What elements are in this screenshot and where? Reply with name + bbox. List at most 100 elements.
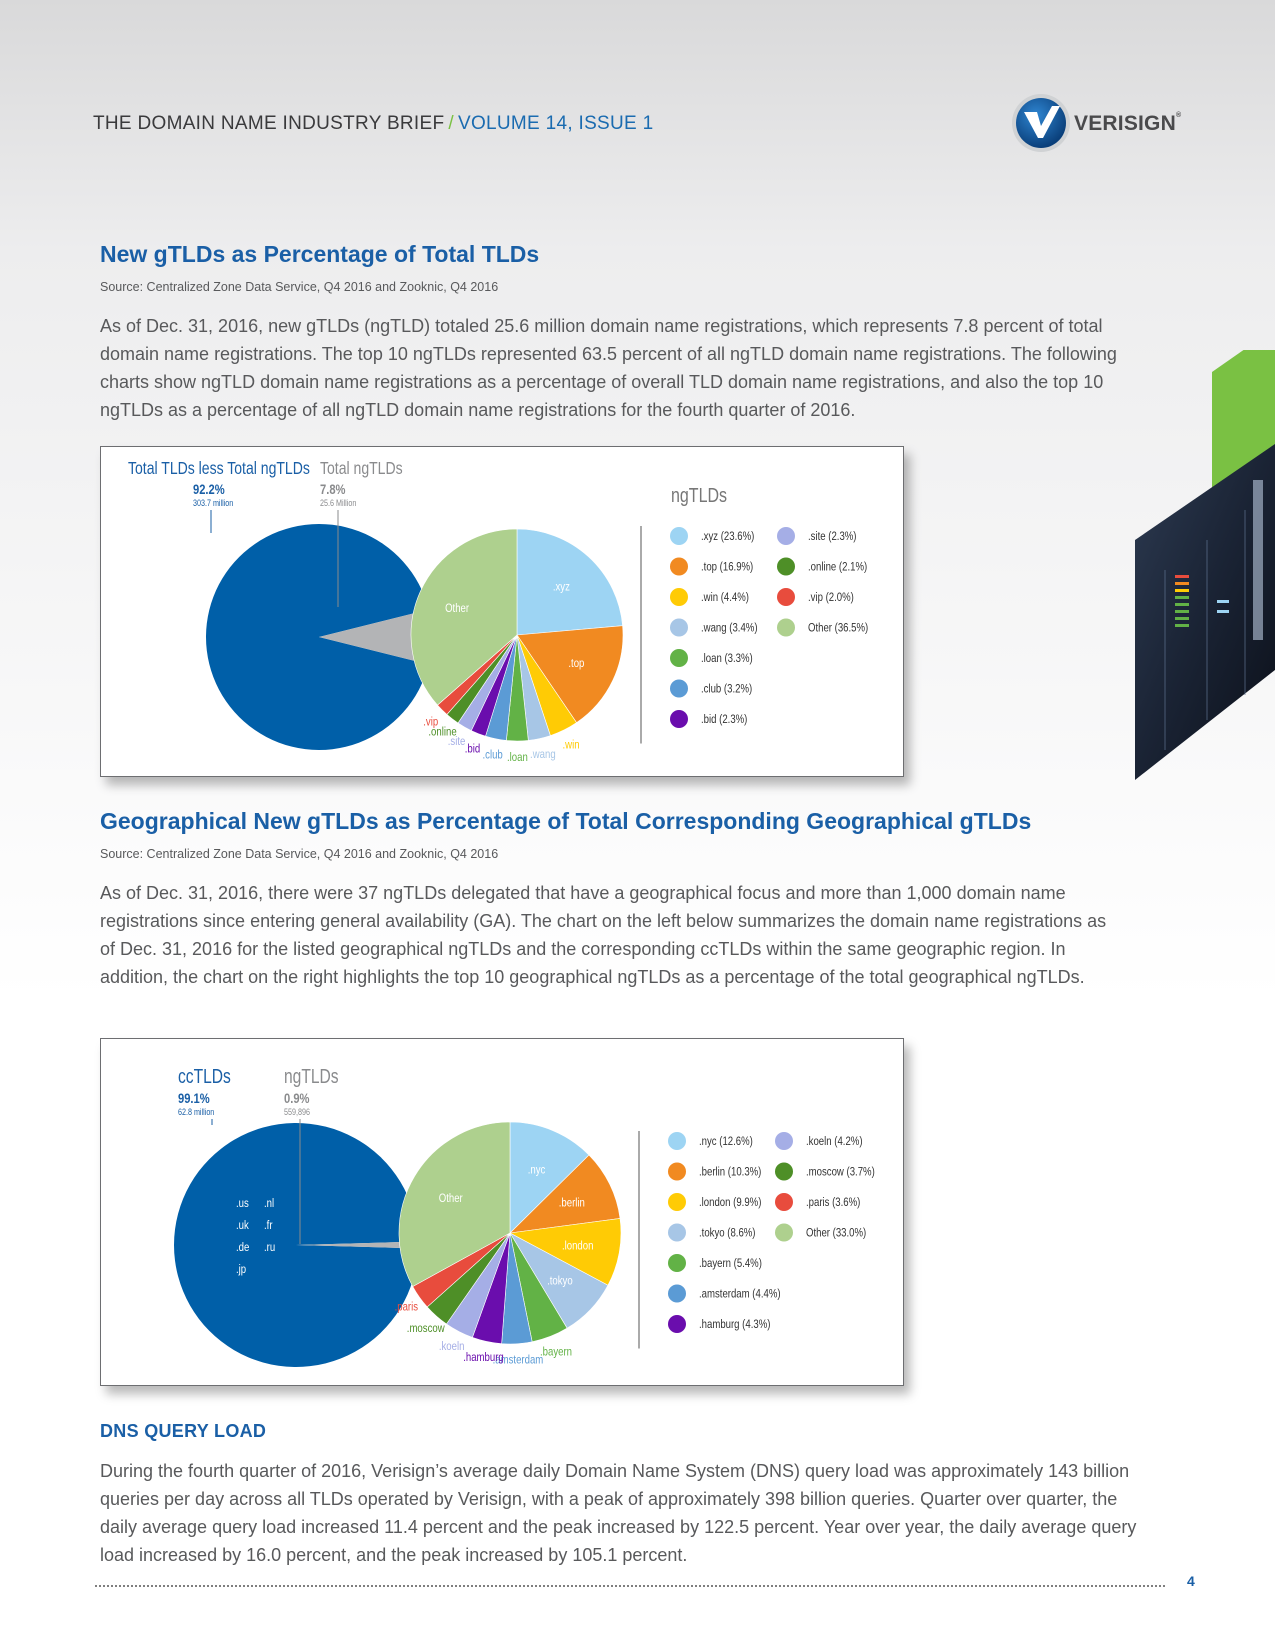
chart1-detail-slice-xyz bbox=[516, 528, 623, 636]
chart2-legend-swatch-amsterdam bbox=[668, 1284, 686, 1303]
chart2-detail-label-paris: .paris bbox=[395, 1300, 419, 1313]
chart1-legend-swatch-club bbox=[670, 679, 688, 698]
chart1-legend-item-loan: .loan (3.3%) bbox=[701, 652, 753, 665]
chart2-main-label-0: ccTLDs bbox=[178, 1065, 231, 1087]
section1-title: New gTLDs as Percentage of Total TLDs bbox=[100, 241, 540, 267]
page-number: 4 bbox=[1187, 1573, 1195, 1589]
chart2-detail-label-berlin: .berlin bbox=[559, 1197, 585, 1210]
chart1-main-sublabel-0: 303.7 million bbox=[193, 498, 233, 508]
chart1-legend-swatch-bid bbox=[670, 710, 688, 728]
chart2-legend-item-other: Other (33.0%) bbox=[806, 1227, 866, 1240]
chart1-detail-slice-top bbox=[516, 625, 624, 724]
chart2-legend-swatch-nyc bbox=[668, 1132, 686, 1150]
chart1-detail-label-club: .club bbox=[482, 749, 502, 762]
chart2-main-percent-0: 99.1% bbox=[178, 1091, 210, 1106]
chart1-main-percent-0: 92.2% bbox=[193, 482, 225, 497]
chart1-detail-label-other: Other bbox=[445, 602, 469, 615]
chart2-inner-label-fr: .fr bbox=[264, 1219, 273, 1232]
chart2-detail-label-moscow: .moscow bbox=[407, 1322, 445, 1335]
logo-registered-mark: ® bbox=[1175, 112, 1182, 119]
chart1-main-slice-total-tlds-less-total-ngtlds bbox=[205, 524, 429, 750]
chart1-legend-item-vip: .vip (2.0%) bbox=[808, 591, 854, 604]
chart1-detail-label-bid: .bid bbox=[465, 743, 480, 756]
chart1-legend-item-other: Other (36.5%) bbox=[808, 622, 868, 635]
chart2-legend-swatch-other bbox=[775, 1223, 793, 1242]
chart2-main-sublabel-1: 559,896 bbox=[284, 1107, 310, 1117]
chart2-inner-label-us: .us bbox=[236, 1197, 249, 1210]
chart2-main-percent-1: 0.9% bbox=[284, 1091, 309, 1106]
chart1-detail-slice-other bbox=[410, 528, 518, 706]
chart2-detail-label-amsterdam: .amsterdam bbox=[493, 1354, 544, 1367]
chart2-legend-swatch-koeln bbox=[775, 1132, 793, 1150]
chart1-legend-item-xyz: .xyz (23.6%) bbox=[701, 530, 754, 543]
chart1-legend-item-bid: .bid (2.3%) bbox=[701, 713, 747, 726]
chart1-legend-item-online: .online (2.1%) bbox=[808, 561, 867, 574]
section3-paragraph: During the fourth quarter of 2016, Veris… bbox=[100, 1461, 1137, 1565]
chart2-legend-swatch-london bbox=[668, 1193, 686, 1211]
header-title: THE DOMAIN NAME INDUSTRY BRIEF bbox=[93, 113, 445, 134]
chart2-detail-slice-other bbox=[398, 1121, 511, 1287]
chart1-legend-swatch-site bbox=[777, 527, 795, 545]
chart1-legend-item-club: .club (3.2%) bbox=[701, 683, 752, 696]
chart1-detail-label-loan: .loan bbox=[507, 751, 528, 764]
chart1-main-percent-1: 7.8% bbox=[320, 482, 345, 497]
section1-paragraph: As of Dec. 31, 2016, new gTLDs (ngTLD) t… bbox=[100, 316, 1117, 420]
chart1-detail-label-wang: .wang bbox=[530, 748, 556, 761]
chart1-legend-item-top: .top (16.9%) bbox=[701, 561, 753, 574]
chart2-inner-label-jp: .jp bbox=[236, 1263, 246, 1276]
chart2-legend-item-berlin: .berlin (10.3%) bbox=[699, 1166, 761, 1179]
chart2-inner-label-uk: .uk bbox=[236, 1219, 249, 1232]
chart2-legend-item-hamburg: .hamburg (4.3%) bbox=[699, 1318, 770, 1331]
chart1-legend-swatch-vip bbox=[777, 588, 795, 606]
chart2-legend-swatch-paris bbox=[775, 1193, 793, 1211]
chart1-main-label-1: Total ngTLDs bbox=[320, 458, 403, 478]
chart2-legend-swatch-berlin bbox=[668, 1162, 686, 1181]
chart2-legend-item-nyc: .nyc (12.6%) bbox=[699, 1135, 753, 1148]
chart2-inner-label-nl: .nl bbox=[264, 1197, 274, 1210]
chart2-detail-label-nyc: .nyc bbox=[528, 1164, 546, 1177]
header-volume: VOLUME 14, ISSUE 1 bbox=[457, 113, 654, 134]
logo-text: VERISIGN bbox=[1074, 112, 1176, 135]
section2-source: Source: Centralized Zone Data Service, Q… bbox=[100, 847, 499, 861]
chart2-detail-label-other: Other bbox=[439, 1192, 463, 1205]
chart2-detail-label-koeln: .koeln bbox=[439, 1340, 465, 1353]
chart1-legend-swatch-win bbox=[670, 588, 688, 606]
chart2-detail-slice-nyc bbox=[509, 1121, 590, 1234]
chart1-legend-item-wang: .wang (3.4%) bbox=[701, 622, 758, 635]
chart2-inner-label-de: .de bbox=[236, 1241, 249, 1254]
chart2-detail-slice-berlin bbox=[509, 1154, 621, 1234]
chart2-legend-item-koeln: .koeln (4.2%) bbox=[806, 1135, 863, 1148]
chart-ngtlds-percentage: Total TLDs less Total ngTLDs 92.2% 303.7 m… bbox=[100, 446, 904, 777]
chart2-main-sublabel-0: 62.8 million bbox=[178, 1107, 214, 1117]
footer-divider bbox=[95, 1585, 1165, 1587]
chart1-detail-label-top: .top bbox=[568, 657, 584, 670]
chart2-legend-swatch-tokyo bbox=[668, 1223, 686, 1242]
chart-geographical-ngtlds: ccTLDs 99.1% 62.8 million ngTLDs 0.9% 559,896… bbox=[100, 1038, 904, 1386]
chart2-legend-swatch-moscow bbox=[775, 1162, 793, 1181]
chart1-detail-label-win: .win bbox=[562, 738, 579, 751]
chart2-legend-item-bayern: .bayern (5.4%) bbox=[699, 1257, 762, 1270]
chart1-legend-swatch-xyz bbox=[670, 527, 688, 545]
chart2-detail-label-london: .london bbox=[562, 1239, 593, 1252]
chart1-legend-swatch-other bbox=[777, 618, 795, 637]
chart2-inner-label-ru: .ru bbox=[264, 1241, 275, 1254]
header-separator: / bbox=[448, 113, 454, 134]
chart2-main-slice-cctlds bbox=[173, 1123, 418, 1367]
chart2-legend-swatch-bayern bbox=[668, 1254, 686, 1272]
chart2-legend-item-tokyo: .tokyo (8.6%) bbox=[699, 1227, 756, 1240]
chart1-detail-label-site: .site bbox=[448, 735, 466, 748]
chart1-legend-title: ngTLDs bbox=[671, 484, 727, 506]
chart2-legend-item-amsterdam: .amsterdam (4.4%) bbox=[699, 1288, 781, 1301]
section2-paragraph: As of Dec. 31, 2016, there were 37 ngTLD… bbox=[100, 883, 1107, 987]
chart1-detail-label-online: .online bbox=[428, 726, 456, 739]
chart1-detail-label-xyz: .xyz bbox=[553, 581, 570, 594]
chart1-legend-swatch-top bbox=[670, 557, 688, 576]
chart1-svg: Total TLDs less Total ngTLDs 92.2%303.7 m… bbox=[128, 458, 868, 764]
verisign-logo: VERISIGN® bbox=[1010, 92, 1200, 154]
document-header: THE DOMAIN NAME INDUSTRY BRIEF / VOLUME 14… bbox=[93, 113, 653, 135]
chart2-legend-item-london: .london (9.9%) bbox=[699, 1196, 761, 1209]
chart2-legend-item-paris: .paris (3.6%) bbox=[806, 1196, 860, 1209]
chart2-legend-item-moscow: .moscow (3.7%) bbox=[806, 1166, 875, 1179]
decorative-server-banner bbox=[1135, 350, 1275, 780]
chart1-main-slice-total-ngtlds bbox=[319, 609, 432, 665]
